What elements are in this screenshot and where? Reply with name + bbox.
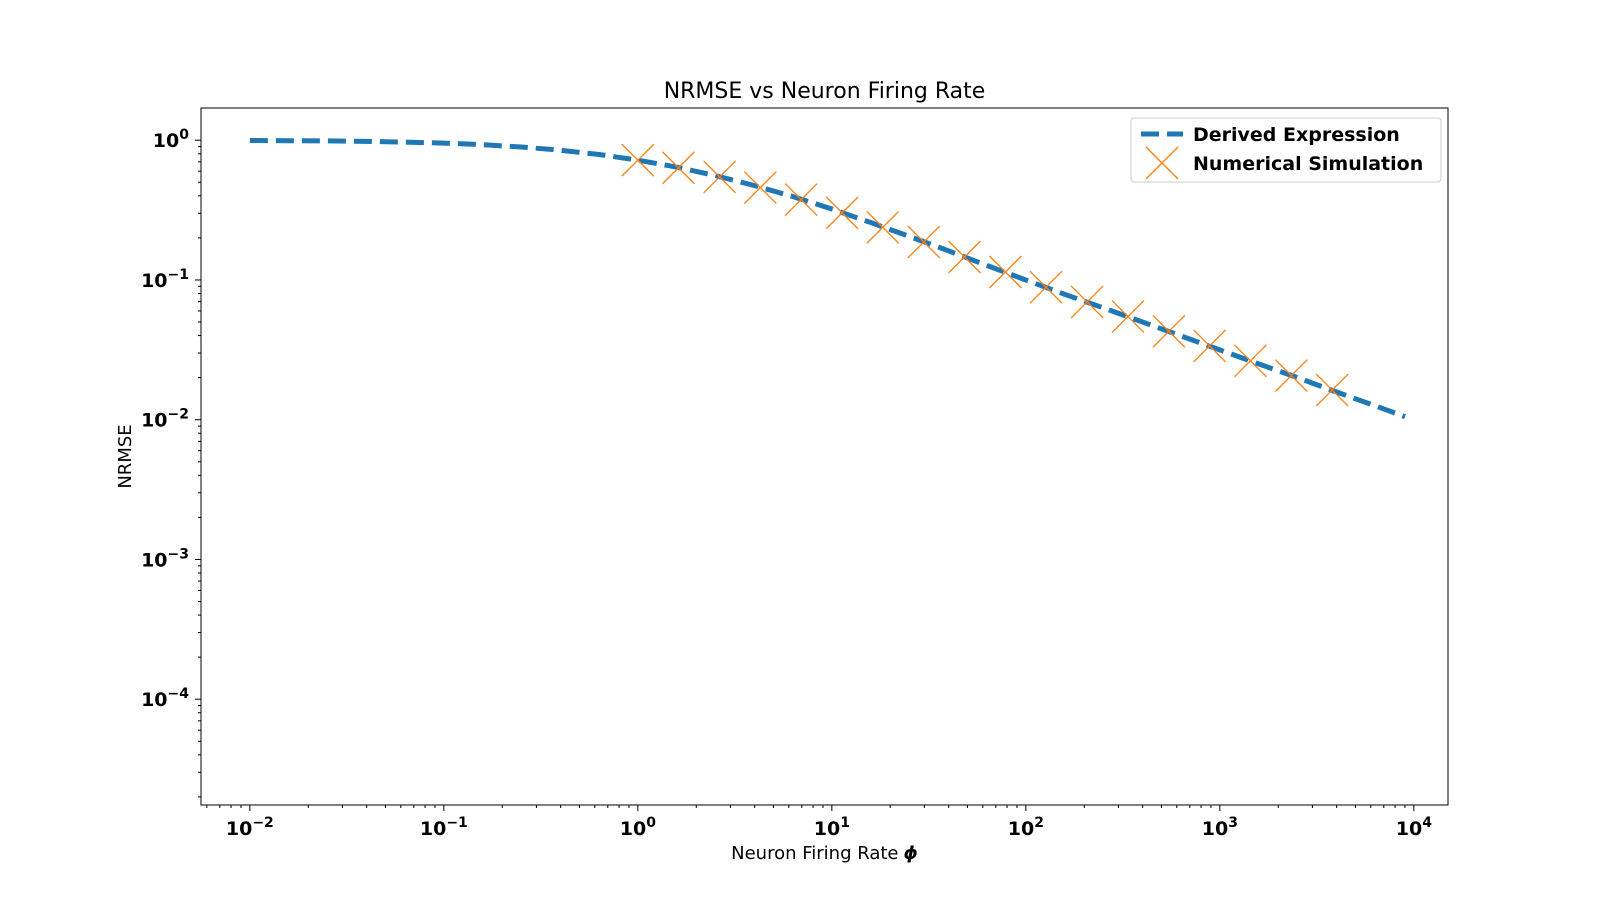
marker-stroke [1152, 314, 1186, 348]
marker-stroke [784, 183, 818, 217]
simulation-point-marker [743, 171, 777, 205]
simulation-point-marker [1233, 344, 1267, 378]
simulation-point-marker [1111, 300, 1145, 334]
marker-stroke [1315, 373, 1349, 407]
x-tick-label: 101 [814, 815, 850, 840]
legend: Derived Expression Numerical Simulation [1130, 117, 1442, 183]
x-tick-label: 10−1 [420, 815, 468, 840]
simulation-point-marker [1070, 285, 1104, 319]
chart-title: NRMSE vs Neuron Firing Rate [664, 79, 986, 104]
marker-stroke [703, 160, 737, 194]
simulation-point-marker [825, 196, 859, 230]
y-tick-label: 10−3 [141, 546, 189, 571]
marker-stroke [1274, 359, 1308, 393]
marker-stroke [1193, 329, 1227, 363]
x-tick-label: 103 [1202, 815, 1238, 840]
derived-expression-line [249, 138, 1406, 420]
marker-stroke [1233, 344, 1267, 378]
x-tick-label: 10−2 [226, 815, 274, 840]
marker-stroke [866, 210, 900, 244]
y-axis-label: NRMSE [115, 424, 136, 488]
y-tick-label: 10−1 [141, 267, 189, 292]
plot-frame [200, 107, 1449, 806]
simulation-point-marker [866, 210, 900, 244]
y-axis: 100 10−1 10−2 10−3 10−4 [141, 127, 201, 798]
x-axis-label: Neuron Firing Rate ϕ [731, 843, 918, 864]
marker-stroke [662, 151, 695, 185]
simulation-point-marker [1274, 359, 1308, 393]
simulation-point-marker [1315, 373, 1349, 407]
legend-label-simulation: Numerical Simulation [1193, 153, 1423, 175]
marker-stroke [988, 255, 1022, 289]
simulation-point-marker [907, 225, 941, 259]
x-tick-label: 102 [1008, 815, 1044, 840]
marker-stroke [825, 196, 859, 230]
marker-stroke [1111, 300, 1145, 334]
y-tick-label: 100 [153, 127, 189, 152]
marker-stroke [1070, 285, 1104, 319]
plot-area [249, 138, 1406, 420]
simulation-point-marker [1029, 270, 1063, 304]
simulation-point-marker [621, 143, 655, 177]
simulation-point-marker [662, 151, 695, 185]
simulation-point-marker [1152, 314, 1186, 348]
marker-stroke [948, 240, 981, 274]
legend-label-derived: Derived Expression [1193, 124, 1400, 146]
y-tick-label: 10−4 [141, 686, 189, 711]
legend-box [1130, 117, 1442, 183]
simulation-point-marker [703, 160, 737, 194]
simulation-point-marker [988, 255, 1022, 289]
simulation-point-marker [784, 183, 818, 217]
x-tick-label: 104 [1396, 815, 1432, 840]
marker-stroke [1029, 270, 1063, 304]
legend-swatch-simulation [1145, 146, 1179, 180]
simulation-point-marker [948, 240, 981, 274]
y-tick-label: 10−2 [141, 407, 189, 432]
simulation-point-marker [1193, 329, 1227, 363]
marker-stroke [621, 143, 655, 177]
x-tick-label: 100 [620, 815, 656, 840]
marker-stroke [743, 171, 777, 205]
marker-stroke [907, 225, 941, 259]
x-axis: 10−2 10−1 100 101 102 103 104 [206, 805, 1432, 840]
